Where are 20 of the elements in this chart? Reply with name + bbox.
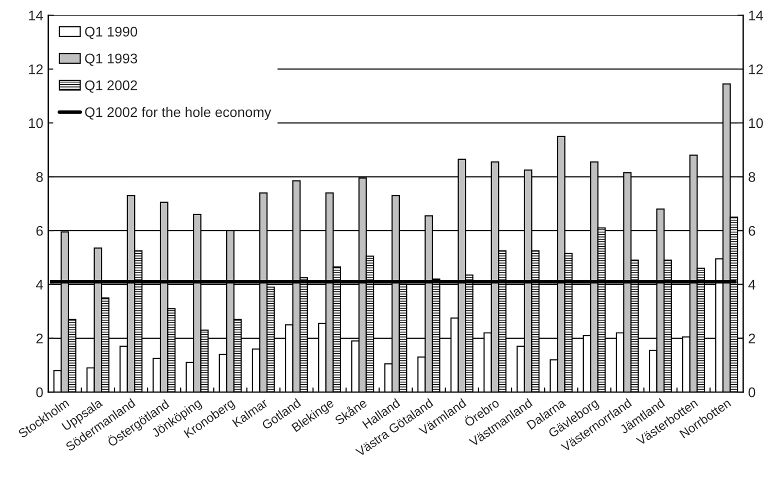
y-tick-label: 12 xyxy=(29,64,43,74)
y2-tick-label: 12 xyxy=(749,64,763,74)
legend-label: Q1 1993 xyxy=(85,54,138,66)
legend-label: Q1 2002 for the hole economy xyxy=(85,106,272,120)
legend-label: Q1 1990 xyxy=(85,26,138,40)
y2-tick-label: 2 xyxy=(748,334,756,344)
y-tick-label: 10 xyxy=(29,118,43,128)
y2-tick-label: 14 xyxy=(749,10,764,20)
legend-label: Q1 2002 xyxy=(85,80,137,93)
y-tick-label: 2 xyxy=(36,334,43,344)
y-tick-label: 8 xyxy=(36,172,43,182)
y2-tick-label: 8 xyxy=(748,172,756,182)
y-tick-label: 6 xyxy=(36,226,43,236)
y-tick-label: 4 xyxy=(36,280,44,290)
y2-tick-label: 4 xyxy=(748,280,756,290)
y2-tick-label: 6 xyxy=(748,226,756,236)
y2-tick-label: 0 xyxy=(748,387,756,398)
y-tick-label: 14 xyxy=(29,10,44,20)
y2-tick-label: 10 xyxy=(749,118,763,128)
y-tick-label: 0 xyxy=(36,387,43,398)
